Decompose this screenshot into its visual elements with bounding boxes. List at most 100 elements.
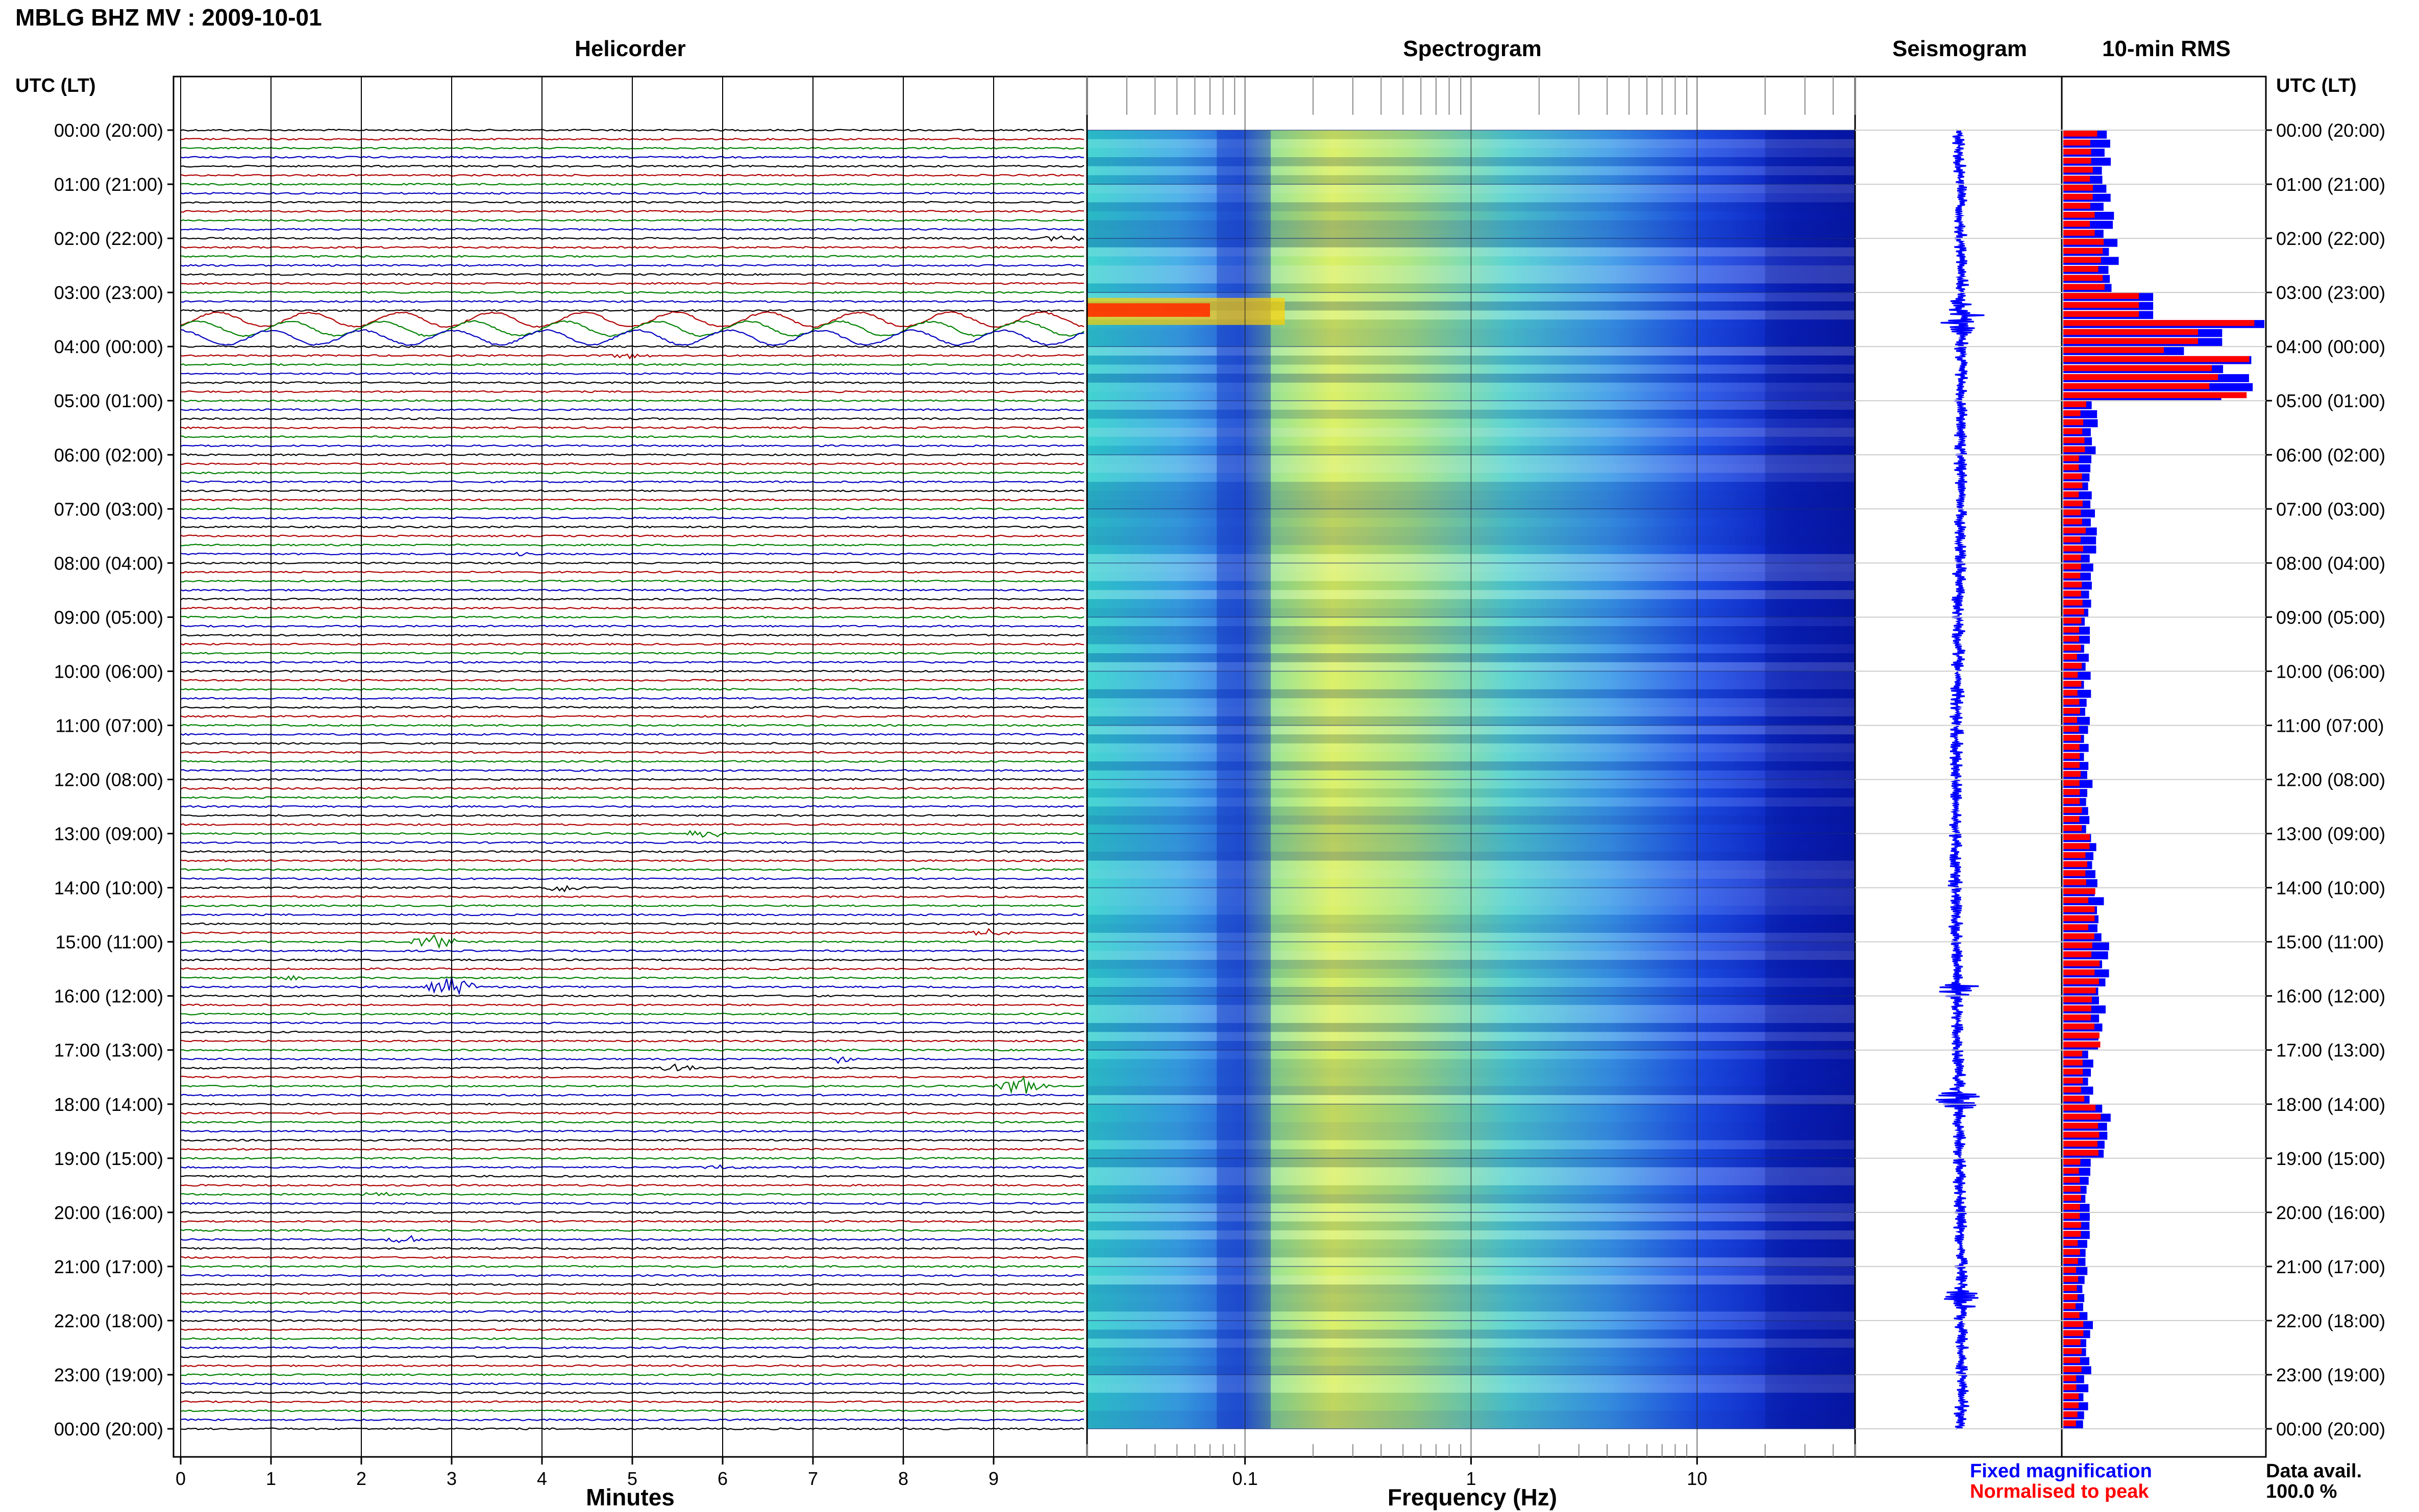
rms-bar-normalised [2063, 699, 2080, 705]
rms-bar-normalised [2063, 1294, 2078, 1300]
rms-bar-normalised [2063, 1330, 2084, 1336]
rms-bar-normalised [2063, 545, 2083, 552]
left-hour-label: 16:00 (12:00) [54, 986, 163, 1007]
rms-bar-normalised [2063, 212, 2095, 218]
rms-bar-normalised [2063, 915, 2095, 922]
rms-bar-normalised [2063, 473, 2082, 480]
rms-bar-normalised [2063, 716, 2077, 723]
left-hour-label: 23:00 (19:00) [54, 1365, 163, 1385]
rms-bar-normalised [2063, 1195, 2081, 1201]
rms-bar-normalised [2063, 491, 2079, 498]
panel-frame-3 [2061, 76, 2267, 1458]
helicorder-xlabel: Minutes [586, 1484, 675, 1510]
right-hour-label: 09:00 (05:00) [2276, 607, 2385, 628]
rms-bar-normalised [2063, 293, 2139, 299]
rms-bar-normalised [2063, 356, 2250, 362]
rms-bar-normalised [2063, 257, 2101, 263]
rms-bar-normalised [2063, 1086, 2081, 1093]
availability-label: Data avail. [2266, 1460, 2362, 1482]
rms-bar-normalised [2063, 627, 2079, 633]
rms-bar-normalised [2063, 743, 2080, 750]
rms-bar-normalised [2063, 906, 2095, 912]
left-hour-label: 11:00 (07:00) [56, 715, 163, 736]
rms-bar-normalised [2063, 329, 2198, 335]
left-hour-label: 08:00 (04:00) [54, 553, 163, 574]
left-hour-label: 03:00 (23:00) [54, 282, 163, 303]
rms-bar-normalised [2063, 1285, 2077, 1291]
rms-bar-normalised [2063, 247, 2103, 254]
rms-bar-normalised [2063, 320, 2255, 326]
rms-bar-normalised [2063, 1158, 2081, 1165]
rms-bar-normalised [2063, 365, 2212, 371]
left-hour-label: 10:00 (06:00) [54, 661, 163, 682]
left-hour-label: 17:00 (13:00) [54, 1040, 163, 1061]
spectrogram-title: Spectrogram [1403, 36, 1541, 61]
rms-bar-normalised [2063, 834, 2090, 840]
left-hour-label: 05:00 (01:00) [54, 390, 163, 411]
right-hour-label: 23:00 (19:00) [2276, 1365, 2385, 1385]
rms-bar-normalised [2063, 789, 2080, 795]
rms-bar-normalised [2063, 266, 2099, 272]
rms-bar-normalised [2063, 1366, 2082, 1372]
right-hour-label: 20:00 (16:00) [2276, 1202, 2385, 1223]
right-hour-label: 17:00 (13:00) [2276, 1040, 2385, 1061]
rms-bar-normalised [2063, 220, 2090, 227]
rms-bar-normalised [2063, 1141, 2097, 1147]
rms-bar-normalised [2063, 852, 2086, 858]
rms-bar-normalised [2063, 1150, 2099, 1156]
rms-bar-normalised [2063, 590, 2081, 597]
rms-bar-normalised [2063, 969, 2095, 976]
rms-bar-normalised [2063, 780, 2080, 786]
right-hour-label: 01:00 (21:00) [2276, 174, 2385, 195]
rms-bar-normalised [2063, 1123, 2099, 1129]
helicorder-title: Helicorder [575, 36, 686, 61]
rms-bar-normalised [2063, 554, 2081, 561]
left-hour-label: 02:00 (22:00) [54, 228, 163, 249]
rms-bar-normalised [2063, 681, 2082, 687]
rms-bar-normalised [2063, 933, 2094, 939]
right-hour-label: 15:00 (11:00) [2276, 932, 2384, 953]
rms-bar-normalised [2063, 608, 2084, 615]
rms-bar-normalised [2063, 708, 2080, 714]
rms-bar-normalised [2063, 1014, 2091, 1021]
rms-bar-normalised [2063, 987, 2096, 994]
left-hour-label: 19:00 (15:00) [54, 1148, 163, 1169]
right-hour-label: 10:00 (06:00) [2276, 661, 2385, 682]
rms-bar-normalised [2063, 437, 2085, 443]
right-hour-label: 00:00 (20:00) [2276, 1419, 2385, 1440]
rms-bar-normalised [2063, 1059, 2083, 1066]
rms-bar-normalised [2063, 401, 2086, 407]
right-hour-label: 11:00 (07:00) [2276, 715, 2384, 736]
rms-bar-normalised [2063, 311, 2139, 317]
rms-bar-normalised [2063, 1267, 2077, 1273]
rms-bar-normalised [2063, 392, 2247, 399]
station-title: MBLG BHZ MV : 2009-10-01 [15, 4, 322, 31]
left-hour-label: 18:00 (14:00) [54, 1094, 163, 1115]
rms-bar-normalised [2063, 419, 2084, 426]
left-hour-label: 01:00 (21:00) [54, 174, 163, 195]
rms-bar-normalised [2063, 374, 2218, 380]
rms-bar-normalised [2063, 798, 2080, 804]
rms-bar-normalised [2063, 816, 2080, 822]
rms-bar-normalised [2063, 176, 2090, 182]
left-hour-label: 14:00 (10:00) [54, 878, 163, 899]
helicorder-x-tick-label: 3 [447, 1468, 457, 1489]
rms-bar-normalised [2063, 1222, 2081, 1228]
rms-bar-normalised [2063, 942, 2092, 949]
rms-bar-normalised [2063, 428, 2083, 434]
helicorder-x-tick-label: 8 [898, 1468, 908, 1489]
rms-bar-normalised [2063, 1348, 2082, 1354]
right-hour-label: 06:00 (02:00) [2276, 444, 2385, 465]
rms-bar-normalised [2063, 230, 2095, 236]
rms-bar-normalised [2063, 897, 2088, 903]
rms-bar-normalised [2063, 1185, 2081, 1192]
rms-bar-normalised [2063, 726, 2079, 732]
rms-bar-normalised [2063, 1204, 2080, 1210]
right-hour-label: 22:00 (18:00) [2276, 1310, 2385, 1331]
right-hour-label: 12:00 (08:00) [2276, 770, 2385, 790]
rms-bar-normalised [2063, 888, 2095, 895]
helicorder-x-tick-label: 2 [356, 1468, 366, 1489]
rms-bar-normalised [2063, 500, 2083, 507]
rms-bar-normalised [2063, 1357, 2080, 1364]
helicorder-x-tick-label: 5 [627, 1468, 637, 1489]
